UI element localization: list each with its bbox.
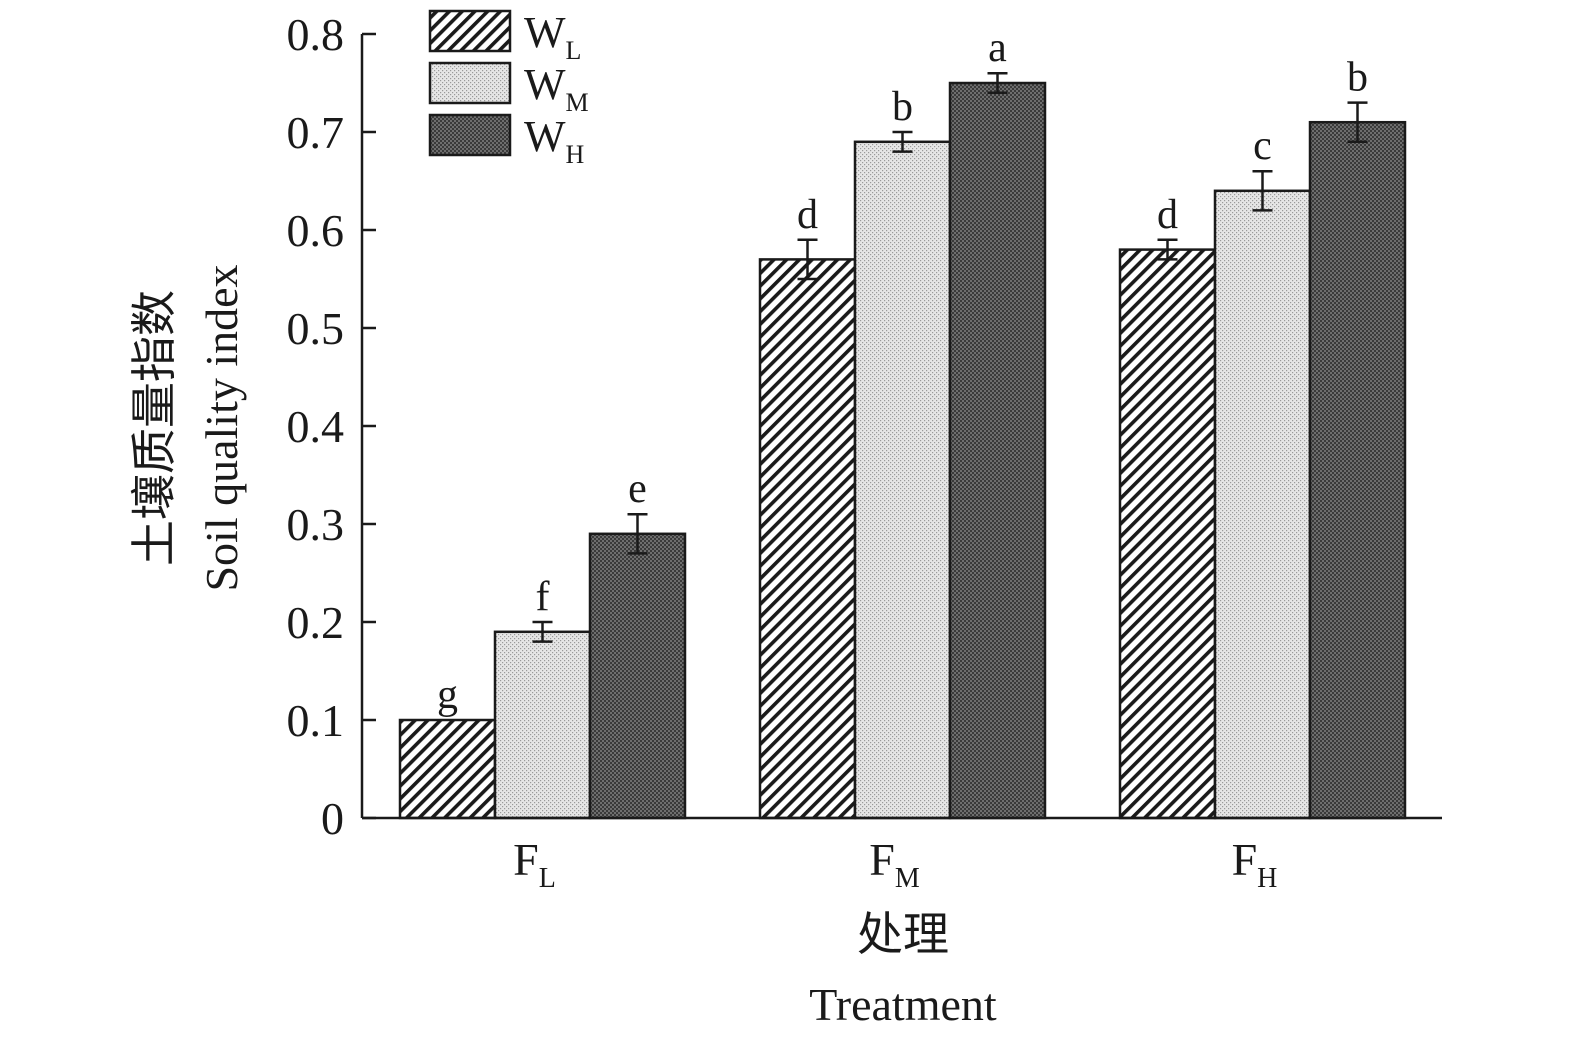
- y-tick-label: 0: [321, 793, 344, 844]
- legend-swatch: [428, 9, 512, 53]
- y-tick-label: 0.6: [287, 205, 345, 256]
- bar: [1118, 248, 1217, 820]
- x-axis-title-en: Treatment: [809, 979, 997, 1030]
- x-tick-label: FL: [513, 834, 556, 894]
- bar: [588, 532, 687, 820]
- y-axis: 0 0.1 0.2 0.3 0.4 0.5 0.6 0.7 0.8: [287, 9, 376, 844]
- bar: [853, 140, 952, 820]
- y-axis-title: 土壤质量指数 Soil quality index: [129, 264, 247, 591]
- x-axis-title: 处理 Treatment: [809, 909, 997, 1030]
- significance-label: a: [988, 25, 1007, 71]
- x-tick-label: FH: [1232, 834, 1278, 894]
- bar: [758, 258, 857, 820]
- y-axis-title-cn: 土壤质量指数: [129, 290, 180, 566]
- x-tick-label: FM: [869, 834, 920, 894]
- bars-group: g f e d b a d c b: [398, 25, 1407, 820]
- x-axis-title-cn: 处理: [857, 909, 949, 960]
- significance-label: c: [1253, 123, 1272, 169]
- x-axis: FL FM FH: [362, 816, 1442, 894]
- bar: [1213, 189, 1312, 820]
- bar: [398, 718, 497, 820]
- y-tick-label: 0.5: [287, 303, 345, 354]
- y-tick-label: 0.4: [287, 401, 345, 452]
- y-axis-title-en: Soil quality index: [196, 264, 247, 591]
- bar: [948, 81, 1047, 820]
- y-tick-label: 0.2: [287, 597, 345, 648]
- significance-label: e: [628, 466, 647, 512]
- y-tick-label: 0.3: [287, 499, 345, 550]
- bar: [493, 630, 592, 820]
- significance-label: g: [437, 672, 458, 718]
- bar: [1308, 120, 1407, 820]
- y-tick-label: 0.7: [287, 107, 345, 158]
- significance-label: d: [1157, 192, 1178, 238]
- significance-label: b: [1347, 55, 1368, 101]
- legend-label: WL: [524, 8, 581, 65]
- legend-label: WM: [524, 60, 589, 117]
- legend-swatch: [428, 113, 512, 157]
- y-tick-label: 0.8: [287, 9, 345, 60]
- legend-swatch: [428, 61, 512, 105]
- significance-label: d: [797, 192, 818, 238]
- y-tick-label: 0.1: [287, 695, 345, 746]
- significance-label: f: [536, 574, 550, 620]
- significance-label: b: [892, 84, 913, 130]
- legend-label: WH: [524, 112, 585, 169]
